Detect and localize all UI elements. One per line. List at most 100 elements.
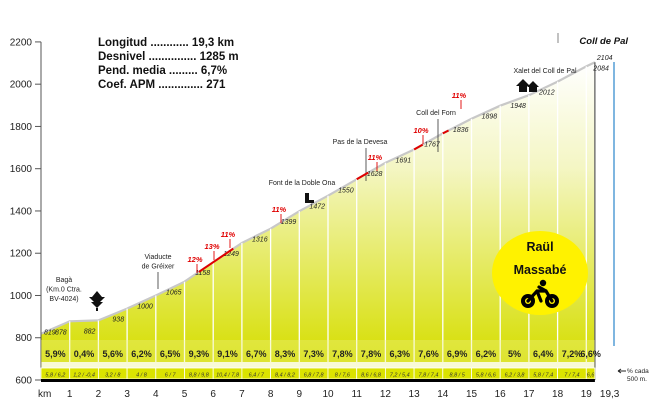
x-tick-label: 2 — [96, 389, 102, 400]
x-tick-label: 7 — [239, 389, 245, 400]
segment-range-label: 4 / 8 — [136, 373, 148, 379]
segment-range-label: 8,4 / 8,2 — [275, 373, 295, 379]
segment-range-label: 6,4 / 7 — [249, 373, 265, 379]
stat-avg-gradient: Pend. media ......... 6,7% — [98, 65, 228, 77]
y-tick-label: 1200 — [10, 249, 33, 260]
elevation-label: 1000 — [137, 303, 153, 310]
segment-range-label: 7,8 / 7,4 — [419, 373, 439, 379]
elevation-label: 1550 — [338, 187, 354, 194]
steep-section — [356, 171, 369, 181]
author-name-last: Massabé — [513, 263, 567, 277]
base-bar — [41, 379, 595, 382]
y-tick-label: 600 — [15, 376, 32, 387]
fountain-icon — [305, 193, 314, 203]
x-tick-label: 1 — [67, 389, 73, 400]
y-tick-label: 1400 — [10, 206, 33, 217]
segment-range-label: 7 / 7,4 — [564, 373, 579, 379]
y-tick-label: 800 — [15, 333, 32, 344]
author-badge: Raül Massabé — [492, 231, 588, 315]
x-tick-label: 11 — [352, 389, 363, 400]
segment-gradient-label: 5,9% — [45, 349, 66, 359]
x-tick-label: 4 — [153, 389, 159, 400]
elevation-label: 1158 — [195, 270, 210, 277]
route-stats: Longitud ............ 19,3 km Desnivel .… — [98, 36, 268, 92]
x-tick-label: 19 — [581, 389, 593, 400]
x-tick-label: 18 — [552, 389, 564, 400]
y-tick-label: 2000 — [10, 80, 33, 91]
x-tick-label: 10 — [322, 389, 334, 400]
segment-gradient-label: 7,8% — [361, 349, 382, 359]
y-tick-label: 2200 — [10, 37, 33, 48]
segment-range-label: 5,8 / 6,2 — [45, 373, 65, 379]
profile-outline — [40, 61, 596, 335]
segment-gradient-label: 7,8% — [332, 349, 353, 359]
segment-gradient-label: 6,2% — [476, 349, 497, 359]
elevation-label: 1691 — [396, 157, 412, 164]
tree-icon — [89, 291, 105, 311]
x-tick-label: 17 — [523, 389, 535, 400]
elevation-label: 2012 — [538, 90, 555, 97]
segment-gradient-label: 6,3% — [389, 349, 410, 359]
max-gradient-label: 10% — [413, 126, 428, 135]
elevation-label: 1767 — [424, 141, 441, 148]
x-axis-unit: km — [38, 389, 51, 400]
y-tick-label: 1000 — [10, 291, 33, 302]
segment-range-label: 6,6 — [587, 373, 596, 379]
segment-gradient-label: 7,6% — [418, 349, 439, 359]
x-end-label: 19,3 — [600, 389, 620, 400]
max-gradient-label: 11% — [368, 153, 383, 162]
elevation-label: 819 — [44, 330, 56, 337]
segment-gradient-label: 9,3% — [189, 349, 210, 359]
x-tick-label: 8 — [268, 389, 274, 400]
segment-range-label: 3,2 / 8 — [105, 373, 121, 379]
scale-note: % cada 500 m. — [627, 368, 649, 383]
x-tick-label: 3 — [124, 389, 130, 400]
stat-climb: Desnivel ............... 1285 m — [98, 51, 239, 63]
segment-gradient-label: 9,1% — [217, 349, 238, 359]
stat-length: Longitud ............ 19,3 km — [98, 37, 235, 49]
max-gradient-label: 13% — [204, 242, 219, 251]
segment-gradient-label: 7,2% — [562, 349, 583, 359]
elevation-label: 1898 — [482, 114, 498, 121]
x-tick-label: 14 — [437, 389, 449, 400]
elevation-label: 938 — [112, 317, 124, 324]
scale-arrow-icon — [617, 368, 626, 374]
cyclist-icon — [521, 279, 559, 308]
x-tick-label: 15 — [466, 389, 478, 400]
elevation-label: 878 — [55, 329, 67, 336]
segment-range-label: 8 / 7,6 — [335, 373, 351, 379]
steep-section — [442, 129, 449, 135]
chalet-icon — [516, 79, 539, 92]
place-label: Font de la Doble Ona — [269, 180, 336, 187]
steep-section — [413, 143, 424, 151]
segment-range-label: 8,6 / 6,8 — [361, 373, 382, 379]
segment-range-label: 6 / 7 — [165, 373, 177, 379]
max-gradient-label: 11% — [272, 205, 287, 214]
segment-gradient-label: 7,3% — [303, 349, 324, 359]
elevation-label: 1948 — [510, 103, 526, 110]
elevation-label: 2104 — [596, 55, 613, 62]
elevation-label: 1628 — [367, 171, 383, 178]
segment-gradient-label: 6,2% — [131, 349, 152, 359]
segment-range-label: 7,2 / 5,4 — [390, 373, 410, 379]
place-label: Coll del Forn — [416, 110, 456, 117]
elevation-label: 1249 — [223, 251, 239, 258]
segment-range-label: 5,8 / 7,4 — [533, 373, 553, 379]
y-tick-label: 1800 — [10, 122, 33, 133]
place-label: Xalet del Coll de Pal — [513, 68, 576, 75]
segment-range-label: 10,4 / 7,8 — [216, 373, 240, 379]
segment-gradient-label: 5,6% — [102, 349, 123, 359]
segment-range-label: 6,8 / 7,8 — [304, 373, 325, 379]
segment-gradient-label: 6,4% — [533, 349, 554, 359]
x-tick-label: 9 — [297, 389, 303, 400]
x-tick-label: 13 — [409, 389, 421, 400]
max-gradient-label: 11% — [452, 91, 467, 100]
segment-gradient-label: 6,6% — [580, 349, 601, 359]
max-gradient-label: 12% — [187, 255, 202, 264]
elevation-label: 1065 — [166, 290, 182, 297]
segment-range-label: 8,8 / 9,8 — [189, 373, 210, 379]
segment-range-label: 6,2 / 3,8 — [505, 373, 526, 379]
x-tick-label: 5 — [182, 389, 188, 400]
elevation-label: 1836 — [453, 127, 469, 134]
